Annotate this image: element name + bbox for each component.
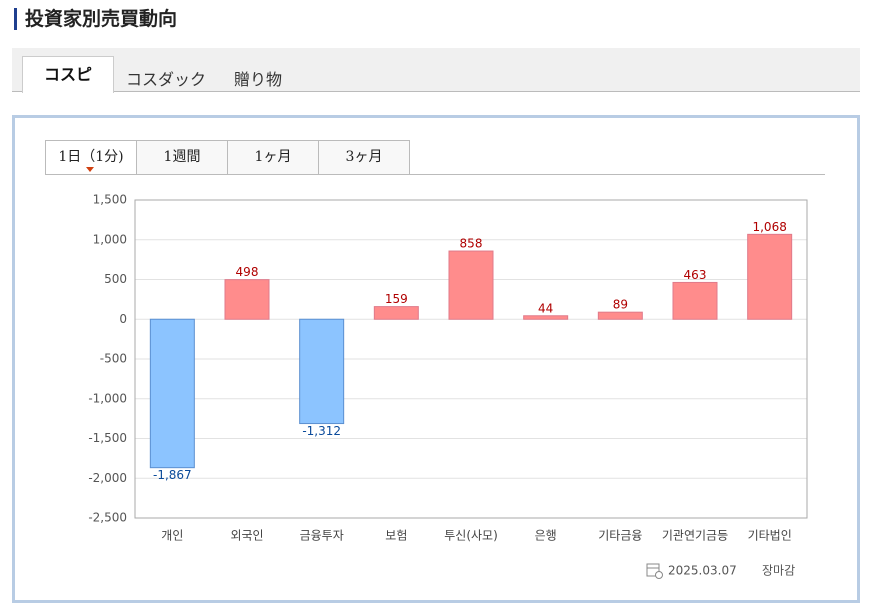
footer-date: 2025.03.07: [668, 564, 737, 578]
y-tick-label: -500: [100, 352, 127, 366]
value-label: 498: [236, 265, 259, 279]
x-tick-label: 금융투자: [300, 529, 344, 543]
period-tab[interactable]: 3ヶ月: [318, 140, 410, 174]
value-label: 1,068: [752, 220, 786, 234]
value-label: 463: [684, 268, 707, 282]
tab[interactable]: コスダック: [126, 70, 207, 89]
x-tick-label: 보험: [385, 529, 407, 543]
page-title: 投資家別売買動向: [14, 8, 177, 30]
tab[interactable]: コスピ: [22, 56, 114, 93]
x-tick-label: 개인: [161, 529, 183, 543]
bar: [373, 306, 419, 320]
value-label: 159: [385, 292, 408, 306]
y-tick-label: -1,500: [88, 431, 127, 445]
plot-border: [134, 199, 808, 519]
tab-underline: [45, 174, 825, 175]
bar: [747, 233, 793, 320]
bar: [299, 318, 345, 425]
y-tick-label: 0: [119, 312, 127, 326]
bar: [224, 279, 270, 320]
calendar-icon: [646, 563, 663, 579]
bar: [672, 281, 718, 320]
x-tick-label: 기타금융: [598, 529, 642, 543]
tab[interactable]: 贈り物: [234, 70, 283, 89]
x-tick-label: 투신(사모): [444, 529, 498, 543]
y-tick-label: -2,500: [88, 511, 127, 525]
value-label: -1,312: [302, 424, 341, 438]
y-tick-label: -2,000: [88, 471, 127, 485]
y-tick-label: -1,000: [88, 391, 127, 405]
active-marker: [86, 167, 94, 172]
y-tick-label: 1,500: [93, 193, 127, 207]
value-label: 44: [538, 301, 553, 315]
bar: [597, 311, 643, 320]
y-tick-label: 500: [104, 272, 127, 286]
bar: [448, 250, 494, 320]
x-tick-label: 기타법인: [748, 529, 792, 543]
footer-status: 장마감: [762, 564, 795, 578]
x-tick-label: 기관연기금등: [662, 529, 728, 543]
value-label: 858: [460, 237, 483, 251]
bar: [149, 318, 195, 469]
value-label: 89: [613, 298, 628, 312]
period-tab[interactable]: 1週間: [136, 140, 228, 174]
market-tabs: コスピ コスダック 贈り物: [12, 48, 860, 93]
value-label: -1,867: [153, 468, 192, 482]
bar: [523, 315, 569, 320]
x-tick-label: 은행: [535, 528, 557, 543]
y-tick-label: 1,000: [93, 232, 127, 246]
x-tick-label: 외국인: [230, 529, 263, 543]
